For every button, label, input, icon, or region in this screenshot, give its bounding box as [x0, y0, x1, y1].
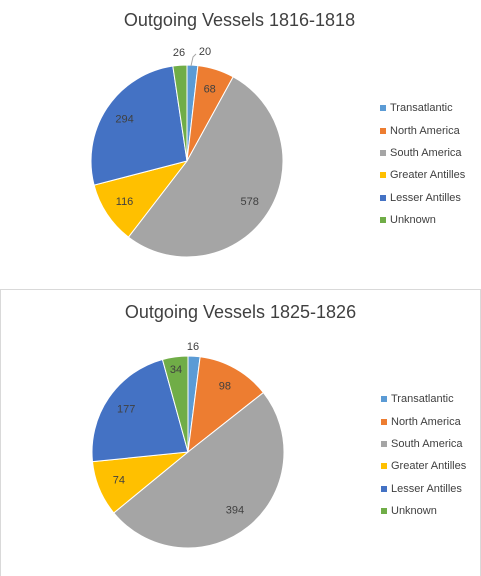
- legend-swatch: [380, 127, 386, 134]
- legend-item-transatlantic: Transatlantic: [381, 388, 466, 410]
- chart-title: Outgoing Vessels 1825-1826: [124, 302, 357, 322]
- data-label-south-america: 394: [226, 504, 244, 516]
- legend-item-lesser-antilles: Lesser Antilles: [380, 187, 465, 209]
- chart-panel-1816-1818: Outgoing Vessels 1816-1818 20 68 578 116 294…: [0, 0, 479, 283]
- legend-swatch: [380, 194, 386, 201]
- legend-item-north-america: North America: [381, 410, 466, 432]
- leader-line: [190, 53, 197, 67]
- legend-label: South America: [391, 437, 463, 450]
- pie-slice-south-america: [113, 391, 285, 549]
- pie-slice-unknown: [161, 355, 189, 453]
- legend-label: South America: [390, 146, 462, 159]
- pie-slice-north-america: [187, 356, 265, 454]
- legend-swatch: [380, 217, 386, 224]
- pie-slice-lesser-antilles: [90, 65, 188, 186]
- data-label-unknown: 26: [173, 47, 185, 59]
- legend-label: Unknown: [390, 214, 436, 227]
- legend-label: Lesser Antilles: [391, 482, 462, 495]
- data-label-north-america: 68: [204, 84, 216, 96]
- chart-title: Outgoing Vessels 1816-1818: [123, 10, 356, 30]
- legend-label: Greater Antilles: [391, 460, 467, 473]
- data-label-lesser-antilles: 177: [117, 404, 135, 416]
- legend-item-greater-antilles: Greater Antilles: [380, 164, 465, 186]
- data-label-transatlantic: 16: [187, 341, 199, 353]
- legend-item-north-america: North America: [380, 119, 465, 141]
- legend-swatch: [381, 508, 387, 515]
- legend-label: Greater Antilles: [390, 169, 466, 182]
- legend-label: Transatlantic: [390, 102, 453, 115]
- legend-swatch: [381, 440, 387, 447]
- legend-label: Lesser Antilles: [390, 191, 461, 204]
- pie-slice-lesser-antilles: [91, 358, 189, 463]
- data-label-lesser-antilles: 294: [115, 114, 133, 126]
- legend-item-south-america: South America: [380, 142, 465, 164]
- data-label-greater-antilles: 116: [116, 196, 134, 208]
- legend: Transatlantic North America South America G…: [381, 388, 466, 522]
- legend-swatch: [381, 463, 387, 470]
- pie-slice-south-america: [127, 76, 284, 258]
- legend-swatch: [381, 418, 387, 425]
- data-label-greater-antilles: 74: [113, 475, 125, 487]
- legend-item-unknown: Unknown: [380, 209, 465, 231]
- chart-panel-1825-1826: Outgoing Vessels 1825-1826 16 98 394 74 177 3…: [0, 289, 481, 576]
- legend-label: North America: [391, 415, 461, 428]
- legend-label: Unknown: [391, 505, 437, 518]
- legend-item-unknown: Unknown: [381, 500, 466, 522]
- data-label-unknown: 34: [170, 364, 182, 376]
- pie-slice-unknown: [172, 64, 188, 162]
- data-label-north-america: 98: [219, 381, 231, 393]
- legend-swatch: [380, 105, 386, 112]
- legend-item-transatlantic: Transatlantic: [380, 97, 465, 119]
- pie-chart: 20 68 578 116 294 26: [90, 46, 284, 258]
- legend-label: Transatlantic: [391, 393, 454, 406]
- data-label-transatlantic: 20: [199, 46, 211, 58]
- legend-item-greater-antilles: Greater Antilles: [381, 455, 466, 477]
- data-label-south-america: 578: [241, 196, 259, 208]
- legend-swatch: [381, 485, 387, 492]
- legend-swatch: [380, 172, 386, 179]
- legend-label: North America: [390, 124, 460, 137]
- legend-item-south-america: South America: [381, 433, 466, 455]
- legend-swatch: [381, 396, 387, 403]
- legend-swatch: [380, 149, 386, 156]
- legend: Transatlantic North America South America G…: [380, 97, 465, 231]
- pie-chart: 16 98 394 74 177 34: [91, 341, 285, 549]
- legend-item-lesser-antilles: Lesser Antilles: [381, 478, 466, 500]
